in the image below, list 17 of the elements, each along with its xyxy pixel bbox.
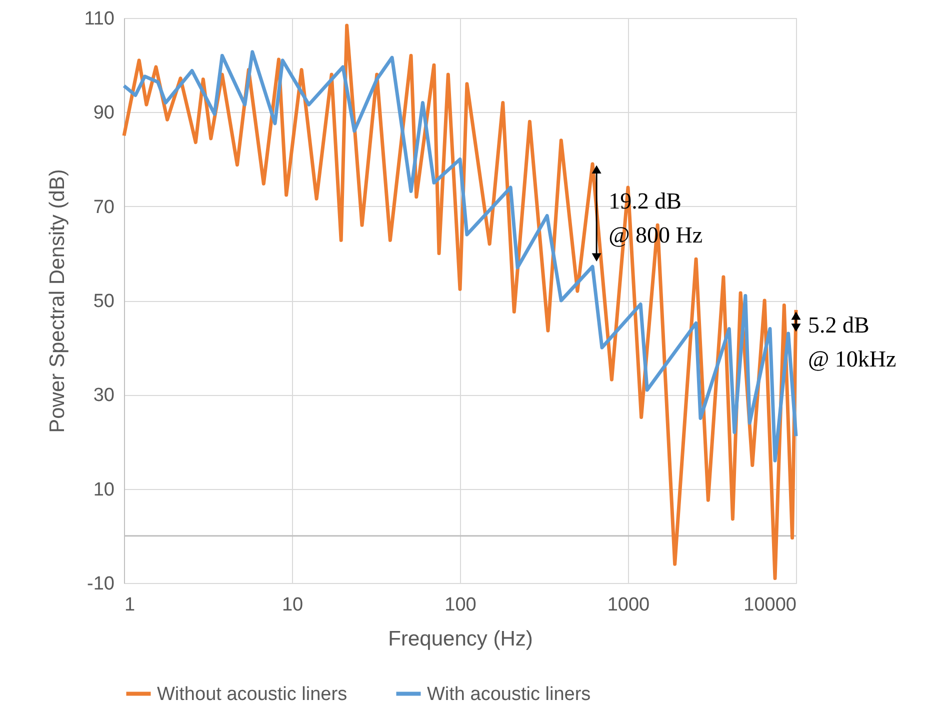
legend-label: With acoustic liners xyxy=(427,684,591,705)
y-tick-label: -10 xyxy=(87,574,114,594)
x-tick-label: 10 xyxy=(282,594,304,616)
x-axis-title: Frequency (Hz) xyxy=(388,628,533,650)
y-tick-label: 30 xyxy=(93,385,114,406)
y-tick-label: 50 xyxy=(93,291,114,312)
x-tick-label: 1000 xyxy=(607,594,650,616)
x-tick-label: 100 xyxy=(444,594,476,616)
y-tick-label: 90 xyxy=(93,102,114,124)
y-axis-title: Power Spectral Density (dB) xyxy=(46,169,70,433)
y-tick-label: 70 xyxy=(93,196,114,218)
legend-label: Without acoustic liners xyxy=(157,684,348,705)
y-tick-label: 10 xyxy=(93,479,114,500)
x-tick-label: 1 xyxy=(124,594,136,616)
x-tick-label: 10000 xyxy=(744,594,796,616)
y-tick-label: 110 xyxy=(84,8,114,30)
annotation: 5.2 dB @ 10kHz xyxy=(808,312,896,372)
